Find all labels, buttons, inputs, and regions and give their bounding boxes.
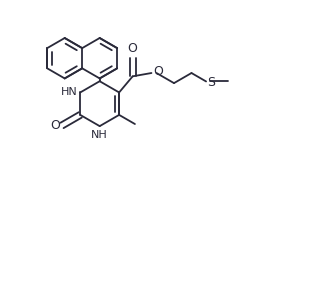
- Text: NH: NH: [91, 130, 108, 140]
- Text: O: O: [128, 42, 138, 55]
- Text: O: O: [50, 120, 60, 133]
- Text: HN: HN: [61, 87, 78, 98]
- Text: S: S: [207, 76, 215, 89]
- Text: O: O: [153, 65, 163, 78]
